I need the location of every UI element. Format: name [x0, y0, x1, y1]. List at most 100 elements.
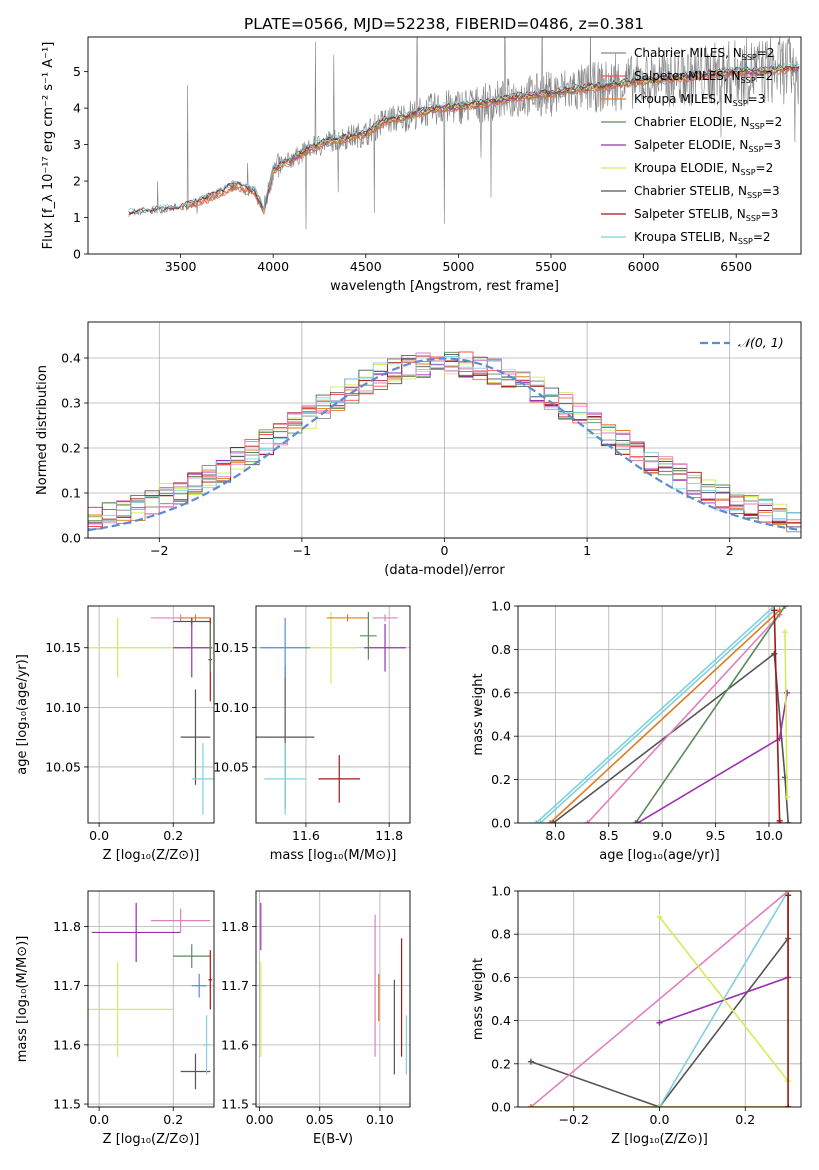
x-tick-label: 0.0: [650, 1112, 670, 1127]
y-tick-label: 10.10: [213, 700, 249, 715]
y-tick-label: 0.0: [491, 816, 511, 831]
x-tick-label: 11.6: [292, 828, 320, 843]
y-tick-label: 11.6: [221, 1037, 249, 1052]
point-marker: [785, 820, 792, 823]
y-tick-label: 0.2: [61, 441, 81, 456]
y-tick-label: 11.5: [221, 1097, 249, 1112]
x-tick-label: 8.0: [545, 828, 565, 843]
axes-frame: [517, 605, 802, 824]
legend-rest: =2: [765, 115, 783, 129]
plot-area: [88, 614, 214, 815]
x-tick-label: 0.2: [163, 1112, 183, 1127]
legend-label: Salpeter ELODIE, NSSP=3: [634, 138, 781, 154]
legend-label: Chabrier ELODIE, NSSP=2: [634, 115, 782, 131]
y-tick-label: 1.0: [491, 884, 511, 899]
model-line-salpeter_elodie: [254, 65, 800, 211]
point-marker: [785, 1104, 792, 1107]
panel-spectrum: 3500 4000 4500 5000 5500 6000 6500 0 1 2 3 4 5 wavele…: [41, 36, 802, 294]
legend-sub: SSP: [733, 99, 748, 108]
y-tick-label: 11.7: [221, 978, 249, 993]
axes-frame: [87, 605, 215, 824]
point-marker: [537, 820, 544, 823]
y-tick-label: 0.6: [491, 970, 511, 985]
x-tick-label: 0.2: [163, 828, 183, 843]
y-axis-label: mass weight: [471, 673, 486, 755]
plot-area: [88, 351, 801, 533]
legend-sub: SSP: [747, 191, 762, 200]
point-marker: [634, 820, 641, 823]
x-tick-label: 6000: [628, 259, 660, 274]
legend-label: Chabrier STELIB, NSSP=3: [634, 184, 780, 200]
y-axis-label: Normed distribution: [35, 365, 50, 495]
x-tick-label: 0.00: [246, 1112, 274, 1127]
y-axis-label: age [log₁₀(age/yr)]: [15, 654, 30, 775]
x-tick-label: 4500: [350, 259, 382, 274]
y-tick-label: 10.10: [45, 700, 81, 715]
axes-frame: [255, 605, 411, 824]
y-tick-label: 2: [73, 174, 81, 189]
x-tick-label: 8.5: [599, 828, 619, 843]
y-tick-label: 0.0: [491, 1100, 511, 1115]
x-tick-label: −1: [293, 543, 311, 558]
x-tick-label: −0.2: [559, 1112, 589, 1127]
y-axis-label: mass [log₁₀(M/M⊙)]: [15, 936, 30, 1063]
x-axis-label: (data-model)/error: [384, 563, 505, 578]
legend-sub: SSP: [750, 122, 765, 131]
y-tick-label: 4: [73, 101, 81, 116]
axes-frame: [87, 36, 802, 255]
legend: Chabrier MILES, NSSP=2 Salpeter MILES, NS…: [601, 46, 782, 246]
legend: 𝒩(0, 1): [700, 335, 784, 350]
legend-sub: SSP: [741, 168, 756, 177]
point-marker: [527, 1058, 534, 1065]
legend-rest: =2: [756, 161, 774, 175]
y-tick-label: 3: [73, 137, 81, 152]
y-tick-label: 0.2: [491, 1056, 511, 1071]
x-tick-label: 6500: [720, 259, 752, 274]
y-tick-label: 0.0: [61, 531, 81, 546]
point-marker: [781, 606, 788, 609]
legend-sub: SSP: [742, 53, 757, 62]
point-marker: [785, 892, 792, 899]
y-tick-label: 10.15: [45, 640, 81, 655]
y-tick-label: 0.1: [61, 486, 81, 501]
x-tick-label: 9.0: [652, 828, 672, 843]
x-tick-label: 5500: [535, 259, 567, 274]
x-axis-label: Z [log₁₀(Z/Z⊙)]: [103, 848, 200, 863]
y-tick-label: 10.05: [213, 759, 249, 774]
y-tick-label: 5: [73, 64, 81, 79]
y-tick-label: 11.6: [53, 1037, 81, 1052]
x-tick-label: 2: [726, 543, 734, 558]
x-tick-label: 10.0: [755, 828, 783, 843]
x-tick-label: 0.0: [89, 1112, 109, 1127]
residual-hist-chabrier_elodie: [88, 351, 801, 528]
y-tick-label: 0.4: [491, 1013, 511, 1028]
x-axis-label: Z [log₁₀(Z/Z⊙)]: [611, 1132, 708, 1147]
plot-area: [527, 891, 792, 1107]
cumulative-line-chabrier_stelib: [552, 652, 789, 823]
panel-ebv_vs_mass: 0.00 0.05 0.10 11.5 11.6 11.7 11.8 E(B-V): [221, 890, 411, 1147]
legend-rest: =3: [762, 184, 780, 198]
plot-area: [128, 37, 800, 230]
y-axis-label: Flux [f_λ 10⁻¹⁷ erg cm⁻² s⁻¹ A⁻¹]: [41, 42, 56, 250]
legend-sub: SSP: [738, 237, 753, 246]
cumulative-line-kroupa_elodie: [784, 631, 788, 798]
cumulative-line-pink: [586, 614, 781, 823]
normal-curve: [88, 357, 801, 532]
y-tick-label: 0.6: [491, 685, 511, 700]
point-marker: [547, 820, 554, 823]
point-marker: [776, 820, 783, 823]
y-tick-label: 1: [73, 210, 81, 225]
model-line-kroupa_stelib: [128, 61, 800, 214]
y-tick-label: 11.7: [53, 978, 81, 993]
x-axis-label: mass [log₁₀(M/M⊙)]: [270, 848, 397, 863]
point-marker: [533, 820, 540, 823]
legend-rest: =3: [763, 138, 781, 152]
legend-label: Kroupa STELIB, NSSP=2: [634, 230, 771, 246]
y-tick-label: 10.05: [45, 759, 81, 774]
y-tick-label: 11.8: [53, 919, 81, 934]
x-axis-label: Z [log₁₀(Z/Z⊙)]: [103, 1132, 200, 1147]
legend-rest: =3: [761, 207, 779, 221]
x-axis-label: wavelength [Angstrom, rest frame]: [330, 279, 559, 294]
point-marker: [781, 629, 788, 636]
